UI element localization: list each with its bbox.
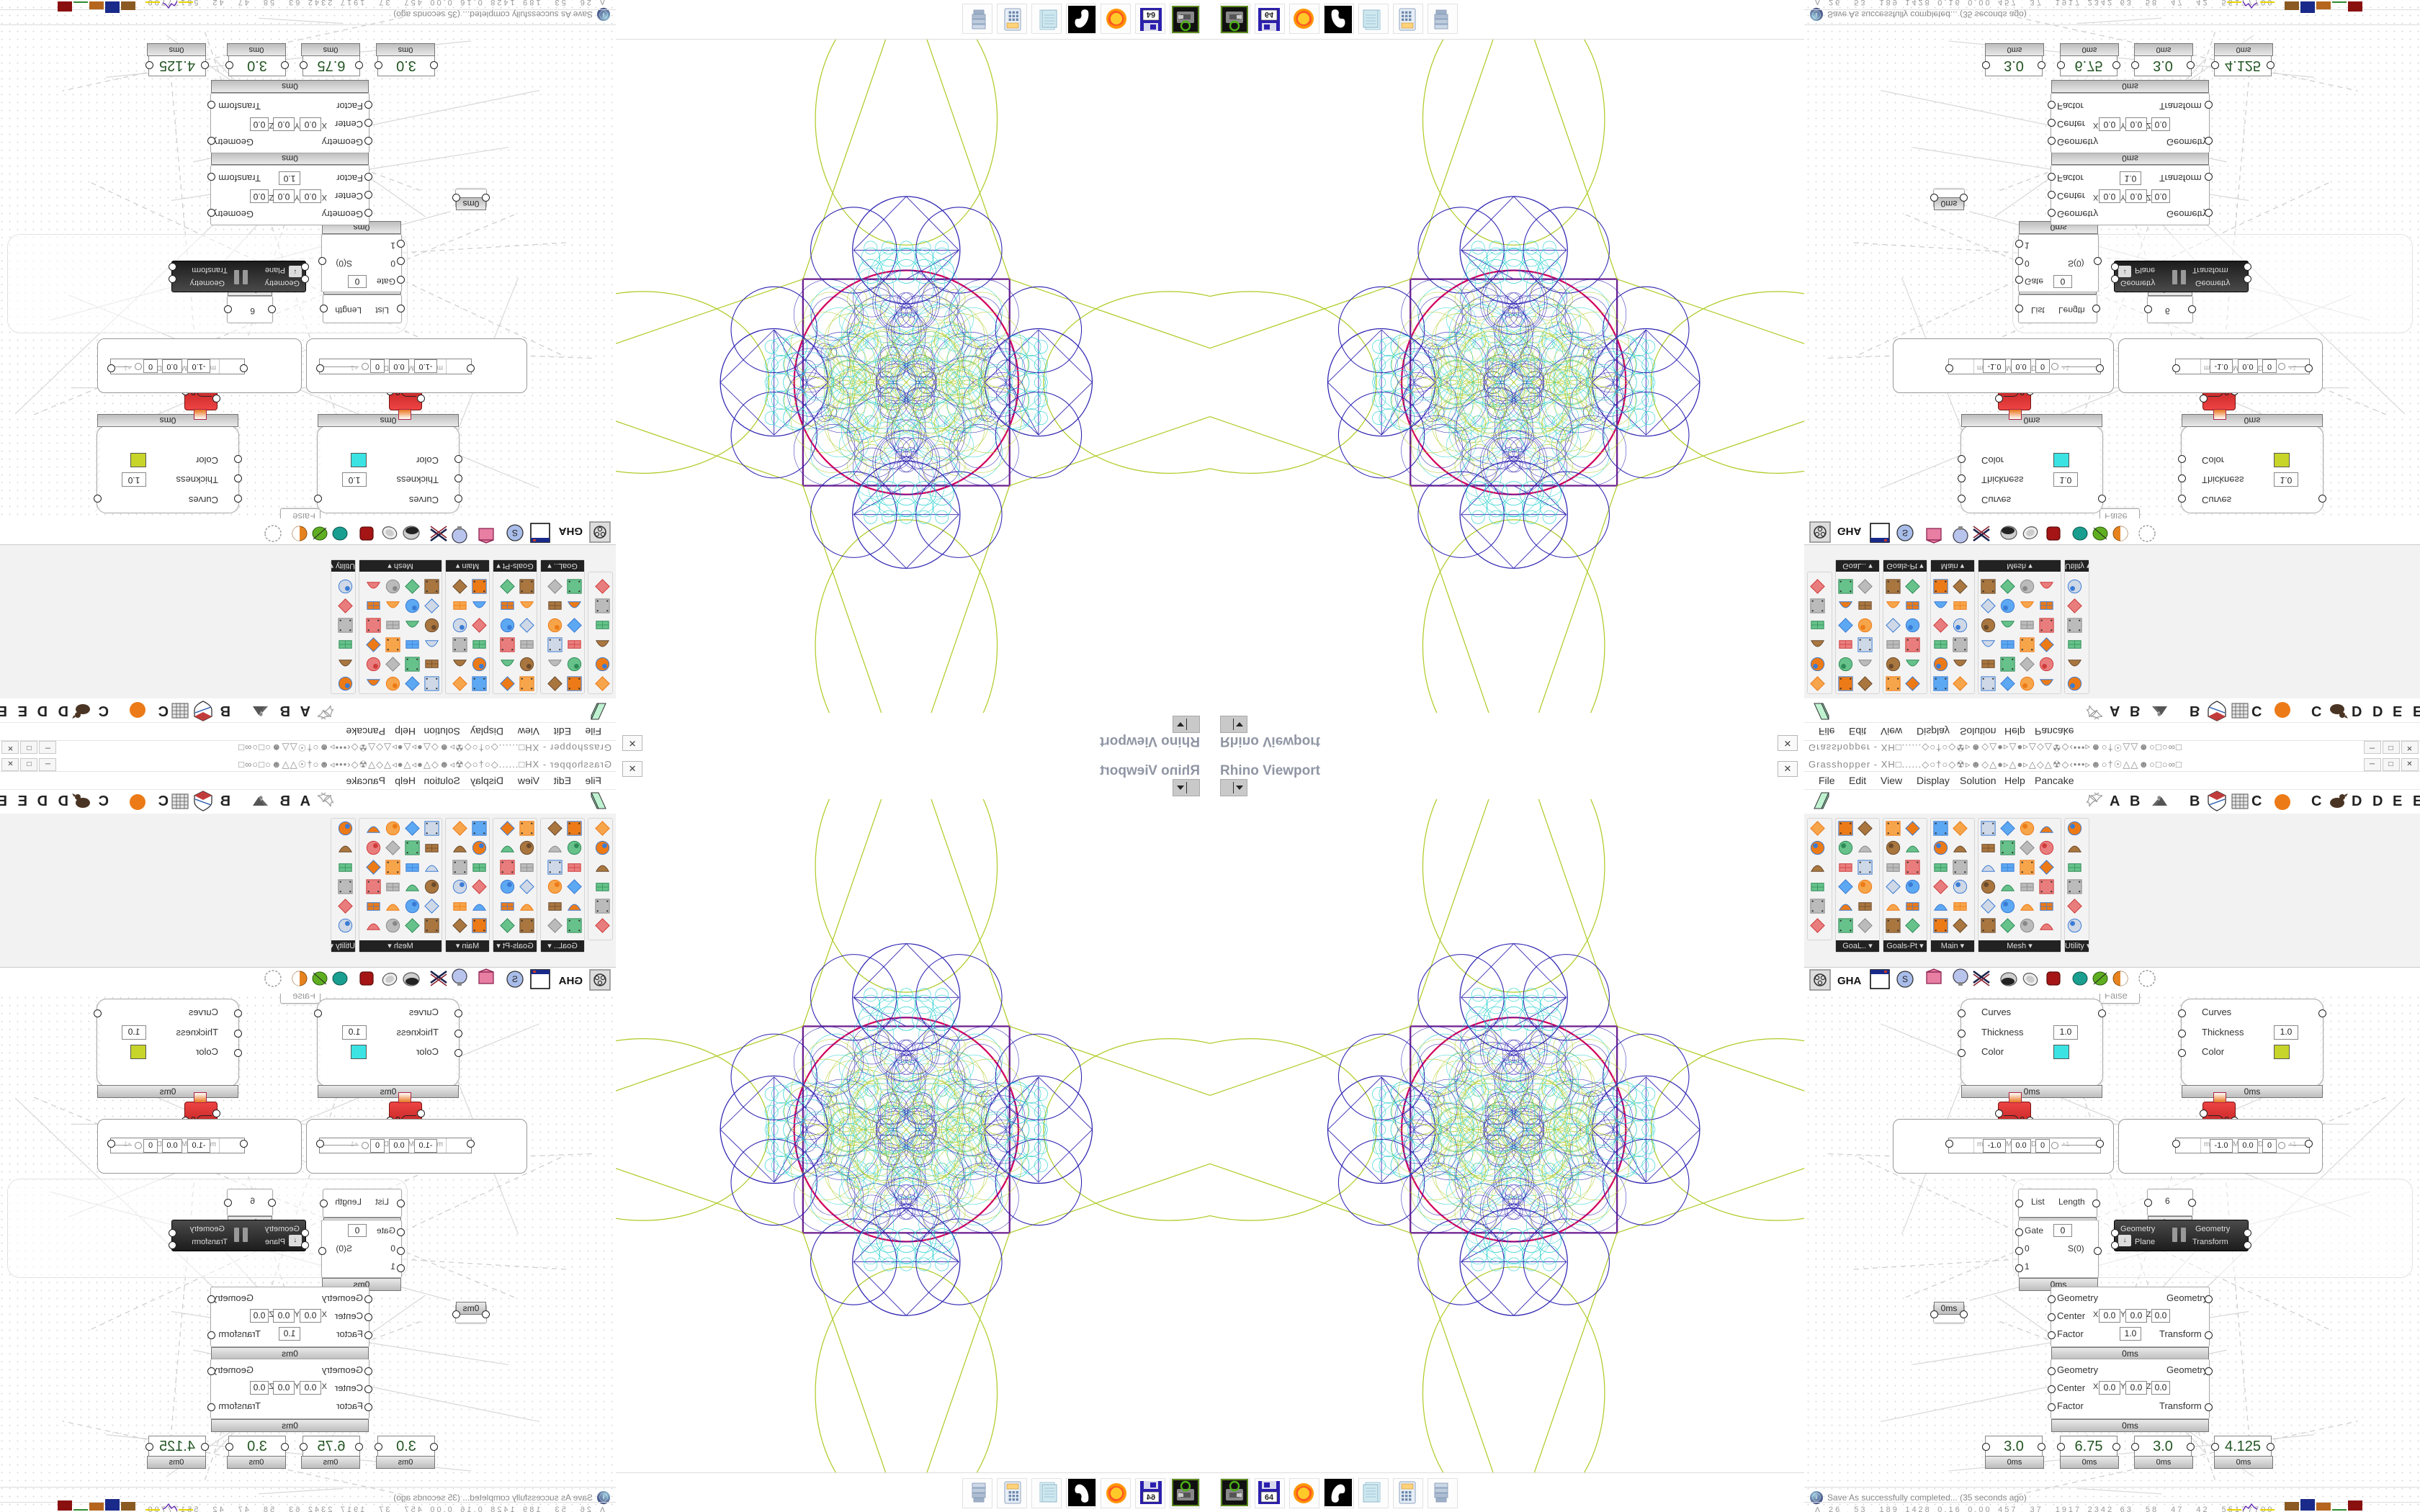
- svg-text:E: E: [2413, 703, 2420, 719]
- svg-text:64: 64: [1146, 1493, 1155, 1502]
- svg-text:D: D: [2352, 793, 2362, 809]
- svg-text:64: 64: [1146, 10, 1155, 19]
- svg-text:C: C: [2251, 703, 2262, 719]
- svg-text:C: C: [99, 703, 109, 719]
- svg-text:E: E: [2413, 793, 2420, 809]
- svg-text:64: 64: [1265, 10, 1274, 19]
- svg-text:S: S: [512, 528, 518, 538]
- svg-text:D: D: [37, 703, 48, 719]
- svg-text:A: A: [300, 793, 310, 809]
- svg-text:C: C: [2251, 793, 2262, 809]
- svg-text:S: S: [1902, 528, 1908, 538]
- svg-text:GHA: GHA: [1837, 975, 1862, 987]
- svg-text:GHA: GHA: [1837, 525, 1862, 537]
- svg-text:B: B: [280, 793, 290, 809]
- svg-text:C: C: [158, 703, 169, 719]
- svg-text:C: C: [99, 793, 109, 809]
- svg-text:E: E: [0, 793, 7, 809]
- svg-text:A: A: [300, 703, 310, 719]
- svg-text:D: D: [2352, 703, 2362, 719]
- svg-text:B: B: [2190, 793, 2200, 809]
- svg-text:B: B: [2130, 703, 2140, 719]
- svg-text:GHA: GHA: [559, 975, 583, 987]
- svg-text:D: D: [58, 793, 68, 809]
- svg-text:D: D: [2372, 793, 2383, 809]
- svg-text:B: B: [220, 793, 230, 809]
- svg-text:C: C: [158, 793, 169, 809]
- svg-text:C: C: [2311, 793, 2321, 809]
- svg-text:B: B: [2190, 703, 2200, 719]
- svg-text:E: E: [2393, 793, 2402, 809]
- svg-text:B: B: [2130, 793, 2140, 809]
- svg-text:B: B: [280, 703, 290, 719]
- svg-text:C: C: [2311, 703, 2321, 719]
- svg-text:A: A: [2110, 793, 2120, 809]
- svg-text:64: 64: [1265, 1493, 1274, 1502]
- svg-text:E: E: [18, 703, 27, 719]
- svg-text:D: D: [37, 793, 48, 809]
- svg-text:GHA: GHA: [559, 525, 583, 537]
- svg-text:E: E: [18, 793, 27, 809]
- svg-text:D: D: [2372, 703, 2383, 719]
- svg-text:E: E: [2393, 703, 2402, 719]
- svg-text:A: A: [2110, 703, 2120, 719]
- svg-text:D: D: [58, 703, 68, 719]
- svg-text:B: B: [220, 703, 230, 719]
- svg-text:S: S: [1902, 974, 1908, 984]
- svg-text:S: S: [512, 974, 518, 984]
- svg-text:E: E: [0, 703, 7, 719]
